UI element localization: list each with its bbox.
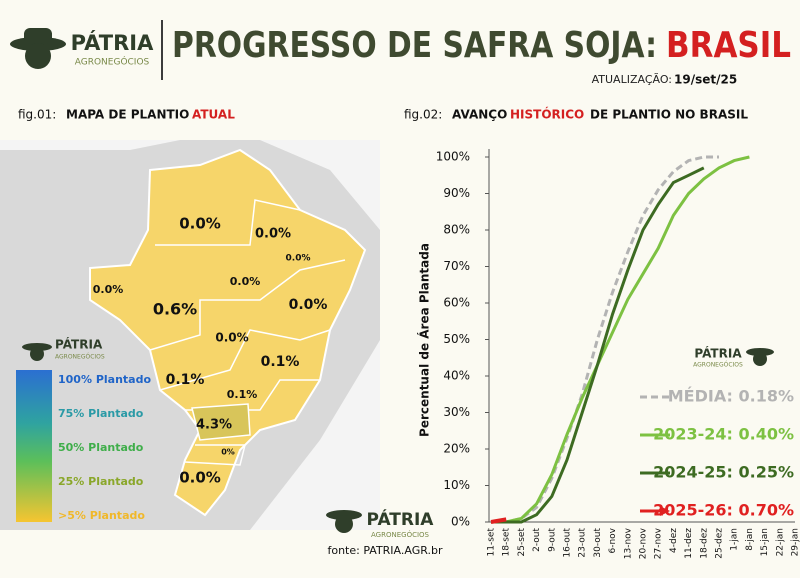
region-label: 0.6% (153, 300, 197, 319)
map (0, 140, 380, 530)
scale-label: 50% Plantado (58, 441, 144, 454)
border (149, 259, 346, 351)
scale-label: 25% Plantado (58, 475, 144, 488)
x-tick-label: 4-dez (669, 528, 679, 553)
series-line (490, 517, 507, 524)
x-tick-label: 18-set (502, 528, 512, 557)
y-tick-label: 40% (443, 369, 470, 383)
y-tick-label: 20% (443, 442, 470, 456)
source: fonte: PATRIA.AGR.br (327, 544, 442, 557)
logo (10, 28, 66, 69)
scale-label: 75% Plantado (58, 407, 144, 420)
y-tick-label: 70% (443, 259, 470, 273)
color-scale (16, 370, 52, 522)
region-label: 0.0% (179, 215, 221, 233)
update-value: 19/set/25 (674, 73, 737, 87)
region-label: 0.0% (215, 331, 248, 345)
footer-brand: PÁTRIA (367, 508, 435, 530)
x-tick-label: 2-out (532, 528, 542, 552)
region-label: 0.1% (227, 388, 258, 401)
region-label: 0% (221, 448, 235, 457)
x-tick-label: 6-nov (608, 527, 618, 553)
legend-label: 2023-24: 0.40% (653, 425, 794, 444)
scale-label: >5% Plantado (58, 509, 145, 522)
chart-brand-sub: AGRONEGÓCIOS (693, 362, 743, 369)
legend-label: 2024-25: 0.25% (653, 463, 794, 482)
series-line (491, 166, 705, 524)
parana (191, 403, 251, 441)
x-tick-label: 27-nov (654, 527, 664, 559)
legend-label: MÉDIA: 0.18% (668, 387, 794, 406)
x-tick-label: 18-dez (699, 528, 709, 559)
map-caption: MAPA DE PLANTIO (66, 108, 189, 122)
x-tick-label: 29-jan (791, 528, 800, 556)
x-tick-label: 8-jan (745, 528, 755, 551)
region-label: 0.0% (179, 469, 221, 487)
y-tick-label: 80% (443, 223, 470, 237)
legend-label: 2025-26: 0.70% (653, 501, 794, 520)
fig-label: fig.02: (404, 108, 442, 122)
scale-label: 100% Plantado (58, 373, 151, 386)
y-axis-title: Percentual de Área Plantada (417, 243, 432, 437)
series-line (491, 155, 750, 524)
region-label: 0.0% (230, 275, 261, 288)
fig-label: fig.01: (18, 108, 56, 122)
border (159, 329, 331, 391)
y-tick-label: 50% (443, 332, 470, 346)
legend-brand: PÁTRIA (55, 337, 103, 352)
region-label: 0.0% (93, 283, 124, 296)
series-line (491, 155, 719, 524)
chart-title: AVANÇO (452, 108, 507, 122)
y-tick-label: 10% (443, 478, 470, 492)
region-label: 0.0% (255, 227, 291, 242)
footer-brand-sub: AGRONEGÓCIOS (371, 530, 430, 539)
region-label: 0.1% (261, 354, 300, 370)
x-tick-label: 25-dez (715, 528, 725, 559)
footer-logo (326, 510, 362, 533)
region-label: 0.1% (166, 372, 205, 388)
legend-logo (22, 343, 52, 361)
brand: PÁTRIA (71, 30, 154, 55)
x-tick-label: 11-dez (684, 528, 694, 559)
y-tick-label: 90% (443, 186, 470, 200)
chart-brand: PÁTRIA (694, 346, 742, 361)
y-tick-label: 30% (443, 405, 470, 419)
title: PROGRESSO DE SAFRA SOJA: (172, 25, 657, 66)
border (155, 199, 301, 246)
x-tick-label: 22-jan (775, 528, 785, 556)
chart-logo (746, 348, 774, 366)
y-tick-label: 0% (451, 515, 470, 529)
brand-sub: AGRONEGÓCIOS (75, 56, 150, 68)
x-tick-label: 1-jan (730, 528, 740, 551)
region-label: 0.0% (286, 254, 311, 264)
x-tick-label: 11-set (487, 528, 497, 557)
region-label: 4.3% (196, 418, 232, 433)
x-tick-label: 13-nov (623, 527, 633, 559)
border (184, 444, 246, 466)
x-tick-label: 20-nov (639, 527, 649, 559)
title-highlight: BRASIL (666, 25, 791, 66)
legend-marker (660, 506, 670, 516)
chart-title: DE PLANTIO NO BRASIL (590, 108, 748, 122)
map-caption-highlight: ATUAL (192, 108, 235, 122)
x-tick-label: 25-set (517, 528, 527, 557)
x-tick-label: 16-out (563, 528, 573, 558)
x-tick-label: 30-out (593, 528, 603, 558)
x-tick-label: 15-jan (760, 528, 770, 556)
y-tick-label: 100% (436, 150, 470, 164)
legend-brand-sub: AGRONEGÓCIOS (55, 354, 105, 361)
chart-title-highlight: HISTÓRICO (510, 107, 584, 122)
region-label: 0.0% (289, 297, 328, 313)
x-tick-label: 9-out (547, 528, 557, 552)
update-label: ATUALIZAÇÃO: (592, 73, 672, 86)
x-tick-label: 23-out (578, 528, 588, 558)
y-tick-label: 60% (443, 296, 470, 310)
brazil (89, 148, 367, 517)
